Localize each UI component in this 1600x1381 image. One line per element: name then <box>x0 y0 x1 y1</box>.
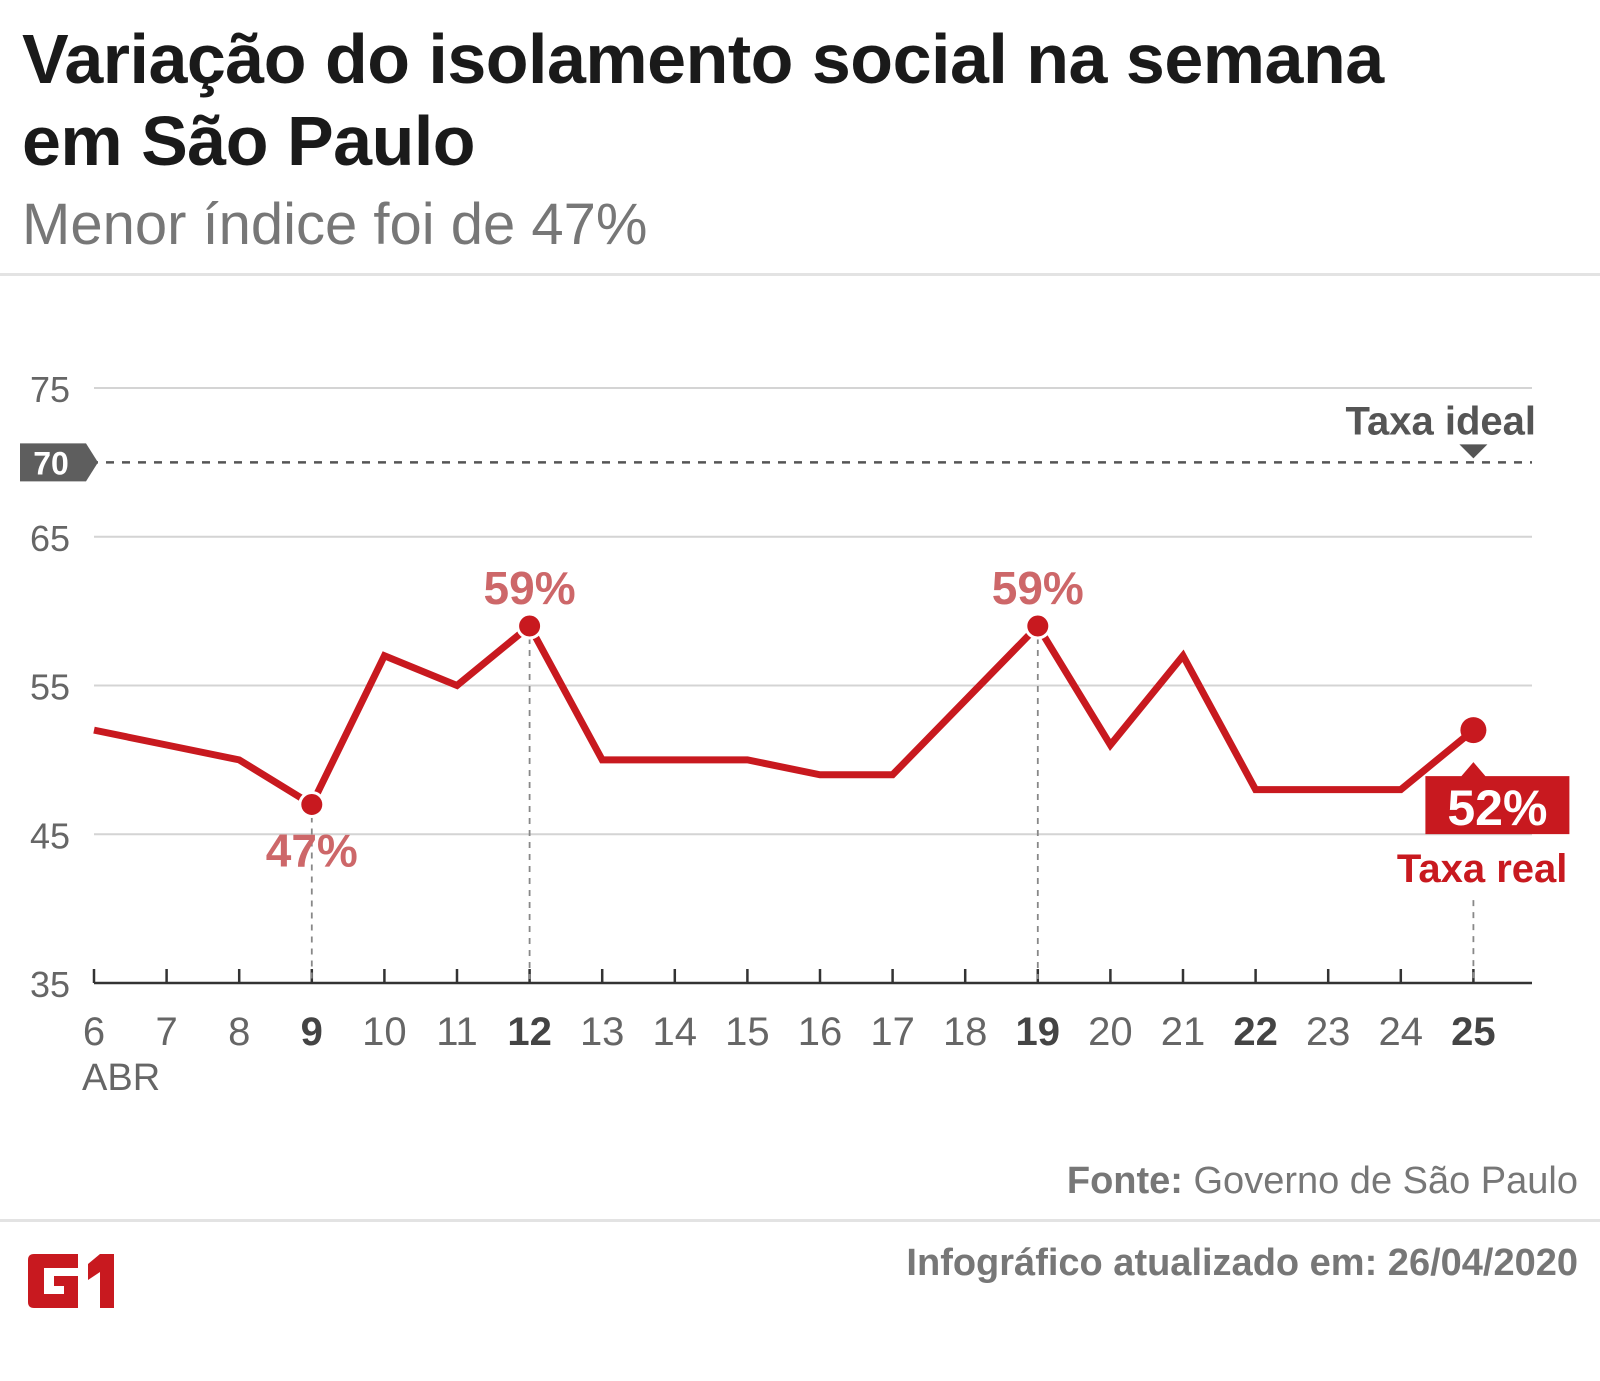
annotated-point <box>516 612 544 640</box>
chart-title: Variação do isolamento social na semana … <box>22 20 1384 180</box>
point-annotation-label: 59% <box>484 562 576 614</box>
x-tick-label: 21 <box>1161 1010 1206 1054</box>
x-tick-label: 11 <box>436 1010 478 1054</box>
chart-subtitle: Menor índice foi de 47% <box>22 192 648 257</box>
y-tick-label: 65 <box>30 518 70 559</box>
y-tick-label: 35 <box>30 964 70 1005</box>
source-label: Fonte: <box>1066 1160 1183 1202</box>
x-tick-label: 9 <box>301 1010 323 1054</box>
x-tick-label: 23 <box>1306 1010 1351 1054</box>
x-tick-label: 15 <box>725 1010 770 1054</box>
y-tick-label: 45 <box>30 815 70 856</box>
annotated-point <box>298 791 326 818</box>
g1-logo <box>26 1252 122 1310</box>
last-value-label: 52% <box>1447 780 1547 836</box>
x-tick-label: 10 <box>362 1010 407 1054</box>
series-line-taxa-real <box>93 620 1476 810</box>
y-tick-label: 75 <box>30 369 70 410</box>
ideal-rate-badge <box>20 443 98 482</box>
source-text: Governo de São Paulo <box>1193 1160 1579 1202</box>
point-annotation-label: 59% <box>992 562 1084 614</box>
x-tick-label: 13 <box>580 1010 625 1054</box>
updated-note: Infográfico atualizado em: 26/04/2020 <box>906 1242 1578 1284</box>
y-tick-label: 55 <box>30 667 70 708</box>
footer-divider <box>0 1219 1600 1222</box>
series-label-taxa-real: Taxa real <box>1397 847 1568 891</box>
x-tick-label: 17 <box>870 1010 915 1054</box>
x-tick-label: 25 <box>1451 1010 1496 1054</box>
x-tick-label: 8 <box>228 1010 250 1054</box>
x-tick-label: 18 <box>943 1010 988 1054</box>
ideal-rate-label: Taxa ideal <box>1346 399 1536 443</box>
x-tick-label: 14 <box>653 1010 698 1054</box>
last-value-point <box>1460 717 1487 744</box>
x-tick-label: 12 <box>507 1010 552 1054</box>
x-tick-label: 22 <box>1233 1010 1278 1054</box>
x-tick-label: 7 <box>155 1010 177 1054</box>
source-note: Fonte: Governo de São Paulo <box>1067 1160 1578 1203</box>
x-tick-label: 6 <box>83 1010 105 1054</box>
ideal-rate-badge-label: 70 <box>33 445 69 481</box>
ideal-rate-pointer-icon <box>1459 444 1488 459</box>
last-value-badge <box>1425 762 1570 835</box>
x-tick-label: 20 <box>1088 1010 1133 1054</box>
header-divider <box>0 273 1600 276</box>
line-chart: 35 45 55 65 75 70 Taxa ideal 6 7 8 9 10 11 12 13 14 15 16… <box>20 369 1570 1099</box>
annotated-point <box>1024 612 1052 640</box>
point-annotation-label: 47% <box>266 825 358 877</box>
x-tick-label: 16 <box>798 1010 843 1054</box>
x-tick-label: 24 <box>1379 1010 1424 1054</box>
x-axis-sublabel: ABR <box>82 1057 160 1099</box>
x-tick-label: 19 <box>1016 1010 1061 1054</box>
